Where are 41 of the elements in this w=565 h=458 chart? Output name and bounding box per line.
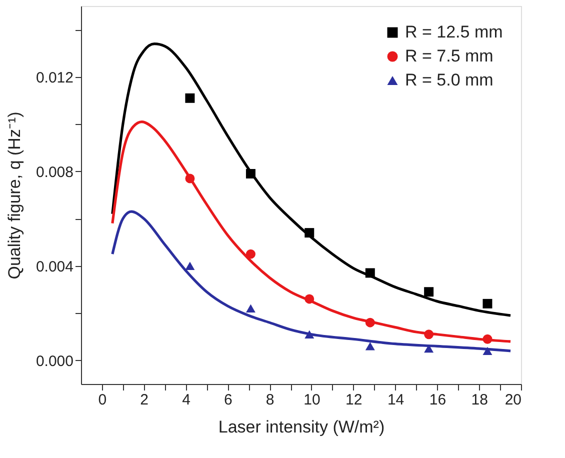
x-tick-label: 6 xyxy=(224,392,232,408)
line-series xyxy=(111,120,512,343)
point xyxy=(365,342,375,350)
point xyxy=(246,304,256,313)
x-tick-label: 14 xyxy=(387,392,404,408)
point xyxy=(304,228,314,238)
x-tick-label: 16 xyxy=(429,392,446,408)
x-tick-label: 12 xyxy=(346,392,362,408)
x-axis-title: Laser intensity (W/m²) xyxy=(218,418,385,436)
legend-label: R = 7.5 mm xyxy=(405,46,494,66)
point xyxy=(365,268,375,278)
point xyxy=(424,330,434,340)
legend-label: R = 5.0 mm xyxy=(405,70,494,90)
y-tick-label: 0.004 xyxy=(36,258,74,276)
point xyxy=(424,344,434,353)
x-tick-label: 8 xyxy=(266,392,274,408)
line-series xyxy=(111,210,512,352)
point xyxy=(304,294,314,304)
point xyxy=(246,168,256,178)
x-tick-label: 2 xyxy=(140,392,149,408)
line-series xyxy=(111,42,512,317)
point xyxy=(424,287,434,297)
point xyxy=(246,249,256,259)
y-axis-title: Quality figure, q (Hz⁻¹) xyxy=(4,112,24,280)
legend-label: R = 12.5 mm xyxy=(405,22,503,42)
point xyxy=(304,330,314,338)
point xyxy=(482,346,492,356)
point xyxy=(185,262,195,270)
x-tick-label: 4 xyxy=(182,392,190,408)
y-tick-label: 0.000 xyxy=(36,352,74,370)
y-tick-label: 0.012 xyxy=(36,69,74,86)
point xyxy=(482,334,492,344)
y-tick-label: 0.008 xyxy=(36,164,74,181)
x-tick-label: 0 xyxy=(98,392,107,408)
point xyxy=(185,93,195,103)
point xyxy=(185,174,195,184)
x-tick-label: 20 xyxy=(504,392,522,408)
x-tick-label: 10 xyxy=(304,392,320,408)
x-tick-label: 18 xyxy=(471,392,488,408)
point xyxy=(482,298,492,308)
point xyxy=(365,318,375,328)
